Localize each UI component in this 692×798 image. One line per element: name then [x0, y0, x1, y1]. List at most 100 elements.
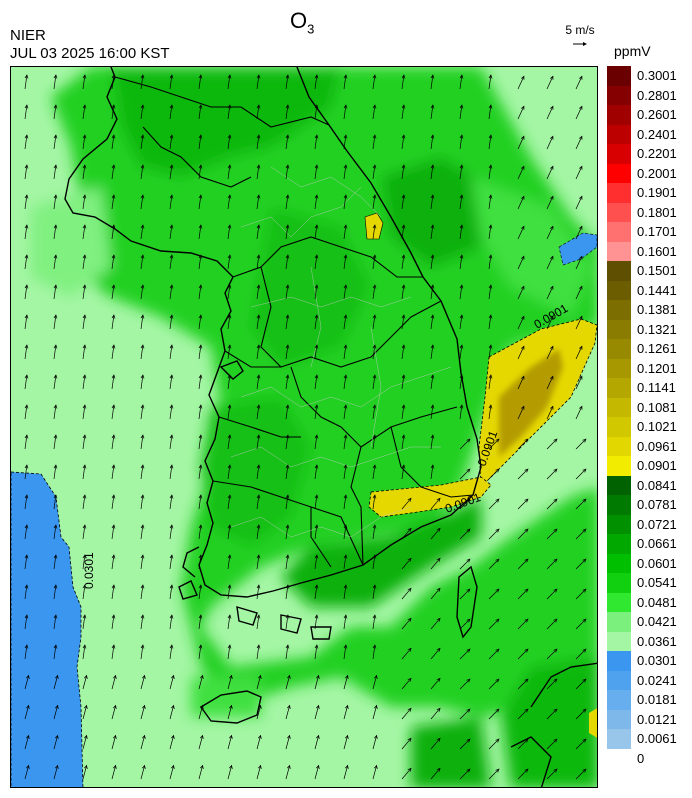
- wind-arrow: [546, 438, 558, 450]
- west-light-field: [31, 187, 111, 297]
- wind-arrow-head: [345, 704, 349, 709]
- southwest-field: [201, 397, 311, 547]
- wind-arrow: [256, 75, 260, 90]
- wind-arrow-head: [549, 75, 554, 80]
- wind-arrow-head: [372, 554, 377, 559]
- wind-arrow-head: [26, 674, 30, 679]
- legend-swatch: [607, 436, 631, 457]
- wind-arrow: [111, 675, 116, 690]
- legend-swatch: [607, 748, 631, 768]
- wind-arrow: [82, 525, 86, 540]
- ozone-map[interactable]: 0.0901 0.0901 0.0901 0.0301: [10, 66, 598, 788]
- legend-swatch: [607, 339, 631, 359]
- wind-arrow-head: [549, 165, 554, 170]
- wind-arrow-head: [488, 344, 493, 349]
- wind-arrow-head: [113, 734, 117, 739]
- wind-arrow: [314, 465, 318, 480]
- wind-arrow-head: [26, 734, 30, 739]
- wind-arrow: [169, 285, 173, 300]
- wind-arrow: [575, 618, 587, 630]
- wind-arrow: [546, 678, 558, 690]
- wind-arrow: [430, 768, 441, 780]
- wind-arrow: [24, 675, 29, 690]
- wind-arrow-head: [169, 164, 174, 169]
- wind-arrow-head: [314, 374, 319, 379]
- legend-label: 0.0961: [637, 438, 677, 454]
- wind-arrow-head: [401, 134, 406, 139]
- legend-label: 0.2201: [637, 146, 677, 161]
- wind-arrow-head: [430, 464, 435, 469]
- wind-arrow-head: [142, 674, 146, 679]
- wind-arrow-head: [82, 254, 87, 259]
- legend-label: 0.0901: [637, 458, 677, 473]
- wind-arrow-head: [524, 648, 529, 653]
- wind-arrow-head: [227, 584, 232, 589]
- wind-arrow-head: [401, 284, 406, 289]
- wind-arrow: [111, 465, 115, 480]
- wind-arrow-head: [53, 224, 58, 229]
- wind-arrow-head: [84, 734, 88, 739]
- wind-arrow: [343, 75, 347, 90]
- wind-arrow-head: [169, 404, 174, 409]
- wind-arrow-head: [256, 164, 261, 169]
- wind-arrow-head: [374, 764, 378, 769]
- wind-arrow-head: [169, 284, 174, 289]
- wind-arrow-head: [113, 674, 117, 679]
- legend-label: 0.0061: [637, 731, 677, 746]
- wind-arrow: [285, 345, 289, 360]
- wind-arrow-head: [285, 524, 290, 529]
- wind-arrow-head: [436, 647, 441, 652]
- wind-arrow-head: [111, 374, 116, 379]
- wind-arrow-head: [111, 434, 116, 439]
- wind-arrow: [343, 465, 347, 480]
- wind-arrow: [401, 558, 412, 570]
- wind-arrow: [82, 405, 86, 420]
- wind-arrow-head: [111, 644, 116, 649]
- wind-arrow-head: [582, 528, 587, 533]
- wind-arrow-head: [169, 584, 174, 589]
- wind-arrow-head: [553, 558, 558, 563]
- wind-arrow-head: [314, 74, 319, 79]
- wind-arrow-head: [229, 764, 233, 769]
- wind-arrow: [430, 588, 441, 600]
- wind-arrow: [546, 136, 554, 150]
- wind-arrow-head: [488, 284, 493, 289]
- wind-arrow: [140, 105, 144, 120]
- wind-arrow-head: [466, 528, 471, 533]
- wind-arrow-head: [24, 74, 29, 79]
- wind-arrow-head: [343, 584, 348, 589]
- wind-arrow: [53, 195, 57, 210]
- wind-arrow-head: [142, 734, 146, 739]
- wind-arrow-head: [372, 104, 377, 109]
- wind-arrow: [343, 765, 348, 780]
- wind-arrow: [517, 438, 529, 450]
- wind-arrow-head: [227, 464, 232, 469]
- wind-arrow-head: [82, 434, 87, 439]
- wind-arrow: [459, 618, 471, 630]
- legend-label: 0.1381: [637, 302, 677, 317]
- wind-arrow-head: [24, 404, 29, 409]
- wind-arrow: [343, 375, 347, 390]
- wind-arrow: [517, 558, 529, 570]
- wind-arrow: [53, 285, 57, 300]
- wind-arrow: [169, 765, 174, 780]
- wind-arrow-head: [169, 104, 174, 109]
- wind-arrow-head: [82, 194, 87, 199]
- wind-arrow-head: [111, 284, 116, 289]
- legend-label: 0.2801: [637, 87, 677, 103]
- wind-arrow-head: [466, 708, 471, 713]
- wind-arrow-head: [524, 498, 529, 503]
- wind-arrow-head: [372, 374, 377, 379]
- wind-arrow: [169, 735, 174, 750]
- wind-arrow: [111, 285, 115, 300]
- wind-arrow-head: [345, 674, 349, 679]
- wind-arrow-head: [495, 738, 500, 743]
- wind-arrow-head: [343, 314, 348, 319]
- wind-arrow: [459, 468, 471, 480]
- wind-arrow: [82, 375, 86, 390]
- wind-arrow: [401, 375, 405, 390]
- legend-swatch: [607, 105, 631, 125]
- wind-arrow-head: [229, 704, 233, 709]
- wind-arrow-head: [53, 434, 58, 439]
- wind-arrow: [24, 555, 28, 570]
